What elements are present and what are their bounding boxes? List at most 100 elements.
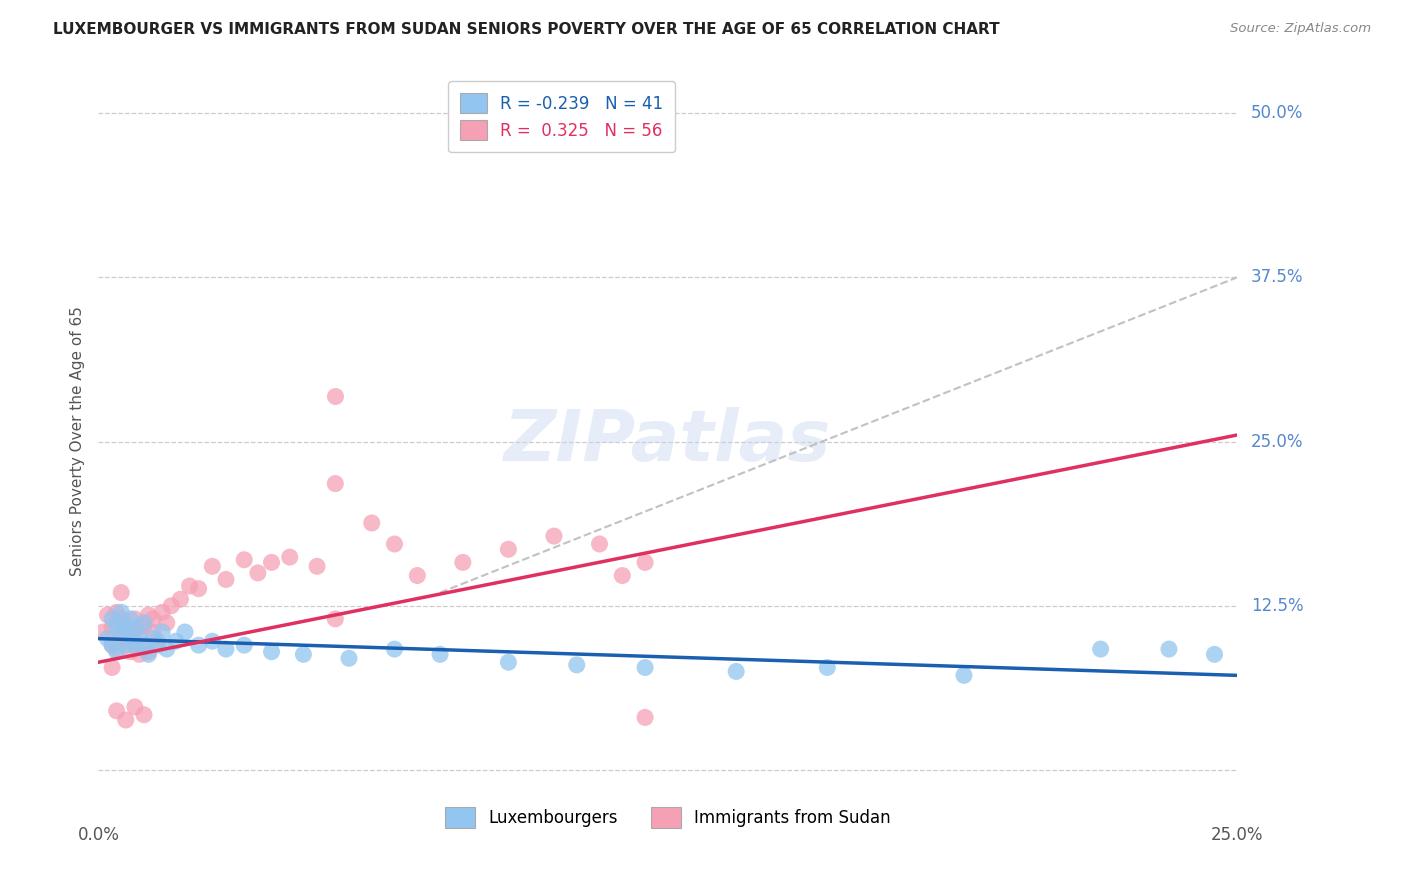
Point [150,625,173,640]
Point [307,559,329,574]
Point [156,615,179,630]
Point [114,621,136,635]
Point [110,632,132,646]
Point [114,638,136,652]
Legend: Luxembourgers, Immigrants from Sudan: Luxembourgers, Immigrants from Sudan [434,797,901,838]
Point [142,625,165,640]
Point [233,553,256,567]
Point [498,655,520,669]
Point [260,645,283,659]
Point [1204,648,1226,662]
Point [96,607,118,622]
Point [292,648,315,662]
Point [120,625,142,640]
Point [124,621,146,635]
Point [132,618,155,632]
Point [101,612,124,626]
Point [187,638,209,652]
Point [105,645,128,659]
Point [142,632,165,646]
Point [101,660,124,674]
Point [150,605,173,619]
Point [105,642,128,657]
Point [138,607,160,622]
Point [725,665,748,679]
Point [451,555,474,569]
Point [278,550,301,565]
Point [498,542,520,557]
Point [406,568,429,582]
Point [187,582,209,596]
Text: 25.0%: 25.0% [1251,433,1303,450]
Point [1090,642,1112,657]
Point [124,612,146,626]
Text: ZIPatlas: ZIPatlas [505,407,831,476]
Text: 12.5%: 12.5% [1251,597,1303,615]
Point [124,638,146,652]
Point [101,638,124,652]
Point [110,605,132,619]
Point [105,605,128,619]
Point [323,388,346,402]
Point [323,612,346,626]
Point [128,621,150,635]
Point [120,612,142,626]
Point [132,707,155,722]
Point [101,621,124,635]
Point [953,668,976,682]
Point [634,710,657,724]
Point [337,651,360,665]
Point [124,638,146,652]
Text: 50.0%: 50.0% [1251,104,1303,122]
Point [612,568,634,582]
Point [120,632,142,646]
Point [146,638,169,652]
Point [96,632,118,646]
Point [101,638,124,652]
Point [588,537,610,551]
Point [91,625,114,640]
Point [215,573,238,587]
Point [169,592,191,607]
Text: 25.0%: 25.0% [1211,827,1264,845]
Point [1157,642,1180,657]
Point [201,559,224,574]
Point [815,660,838,674]
Point [120,634,142,648]
Point [165,634,187,648]
Text: 37.5%: 37.5% [1251,268,1303,286]
Text: 0.0%: 0.0% [77,827,120,845]
Point [124,625,146,640]
Point [260,555,283,569]
Point [132,638,155,652]
Point [114,634,136,648]
Point [114,618,136,632]
Point [105,704,128,718]
Point [429,648,451,662]
Point [138,648,160,662]
Point [128,632,150,646]
Point [543,529,565,543]
Point [384,642,406,657]
Point [132,638,155,652]
Point [142,612,165,626]
Point [128,648,150,662]
Point [160,599,183,613]
Point [138,645,160,659]
Text: LUXEMBOURGER VS IMMIGRANTS FROM SUDAN SENIORS POVERTY OVER THE AGE OF 65 CORRELA: LUXEMBOURGER VS IMMIGRANTS FROM SUDAN SE… [53,22,1000,37]
Point [110,612,132,626]
Point [634,660,657,674]
Point [634,555,657,569]
Point [120,645,142,659]
Point [110,585,132,599]
Point [360,516,382,530]
Point [156,642,179,657]
Point [215,642,238,657]
Point [384,537,406,551]
Point [201,634,224,648]
Point [132,615,155,630]
Point [174,625,197,640]
Point [110,625,132,640]
Point [233,638,256,652]
Y-axis label: Seniors Poverty Over the Age of 65: Seniors Poverty Over the Age of 65 [69,307,84,576]
